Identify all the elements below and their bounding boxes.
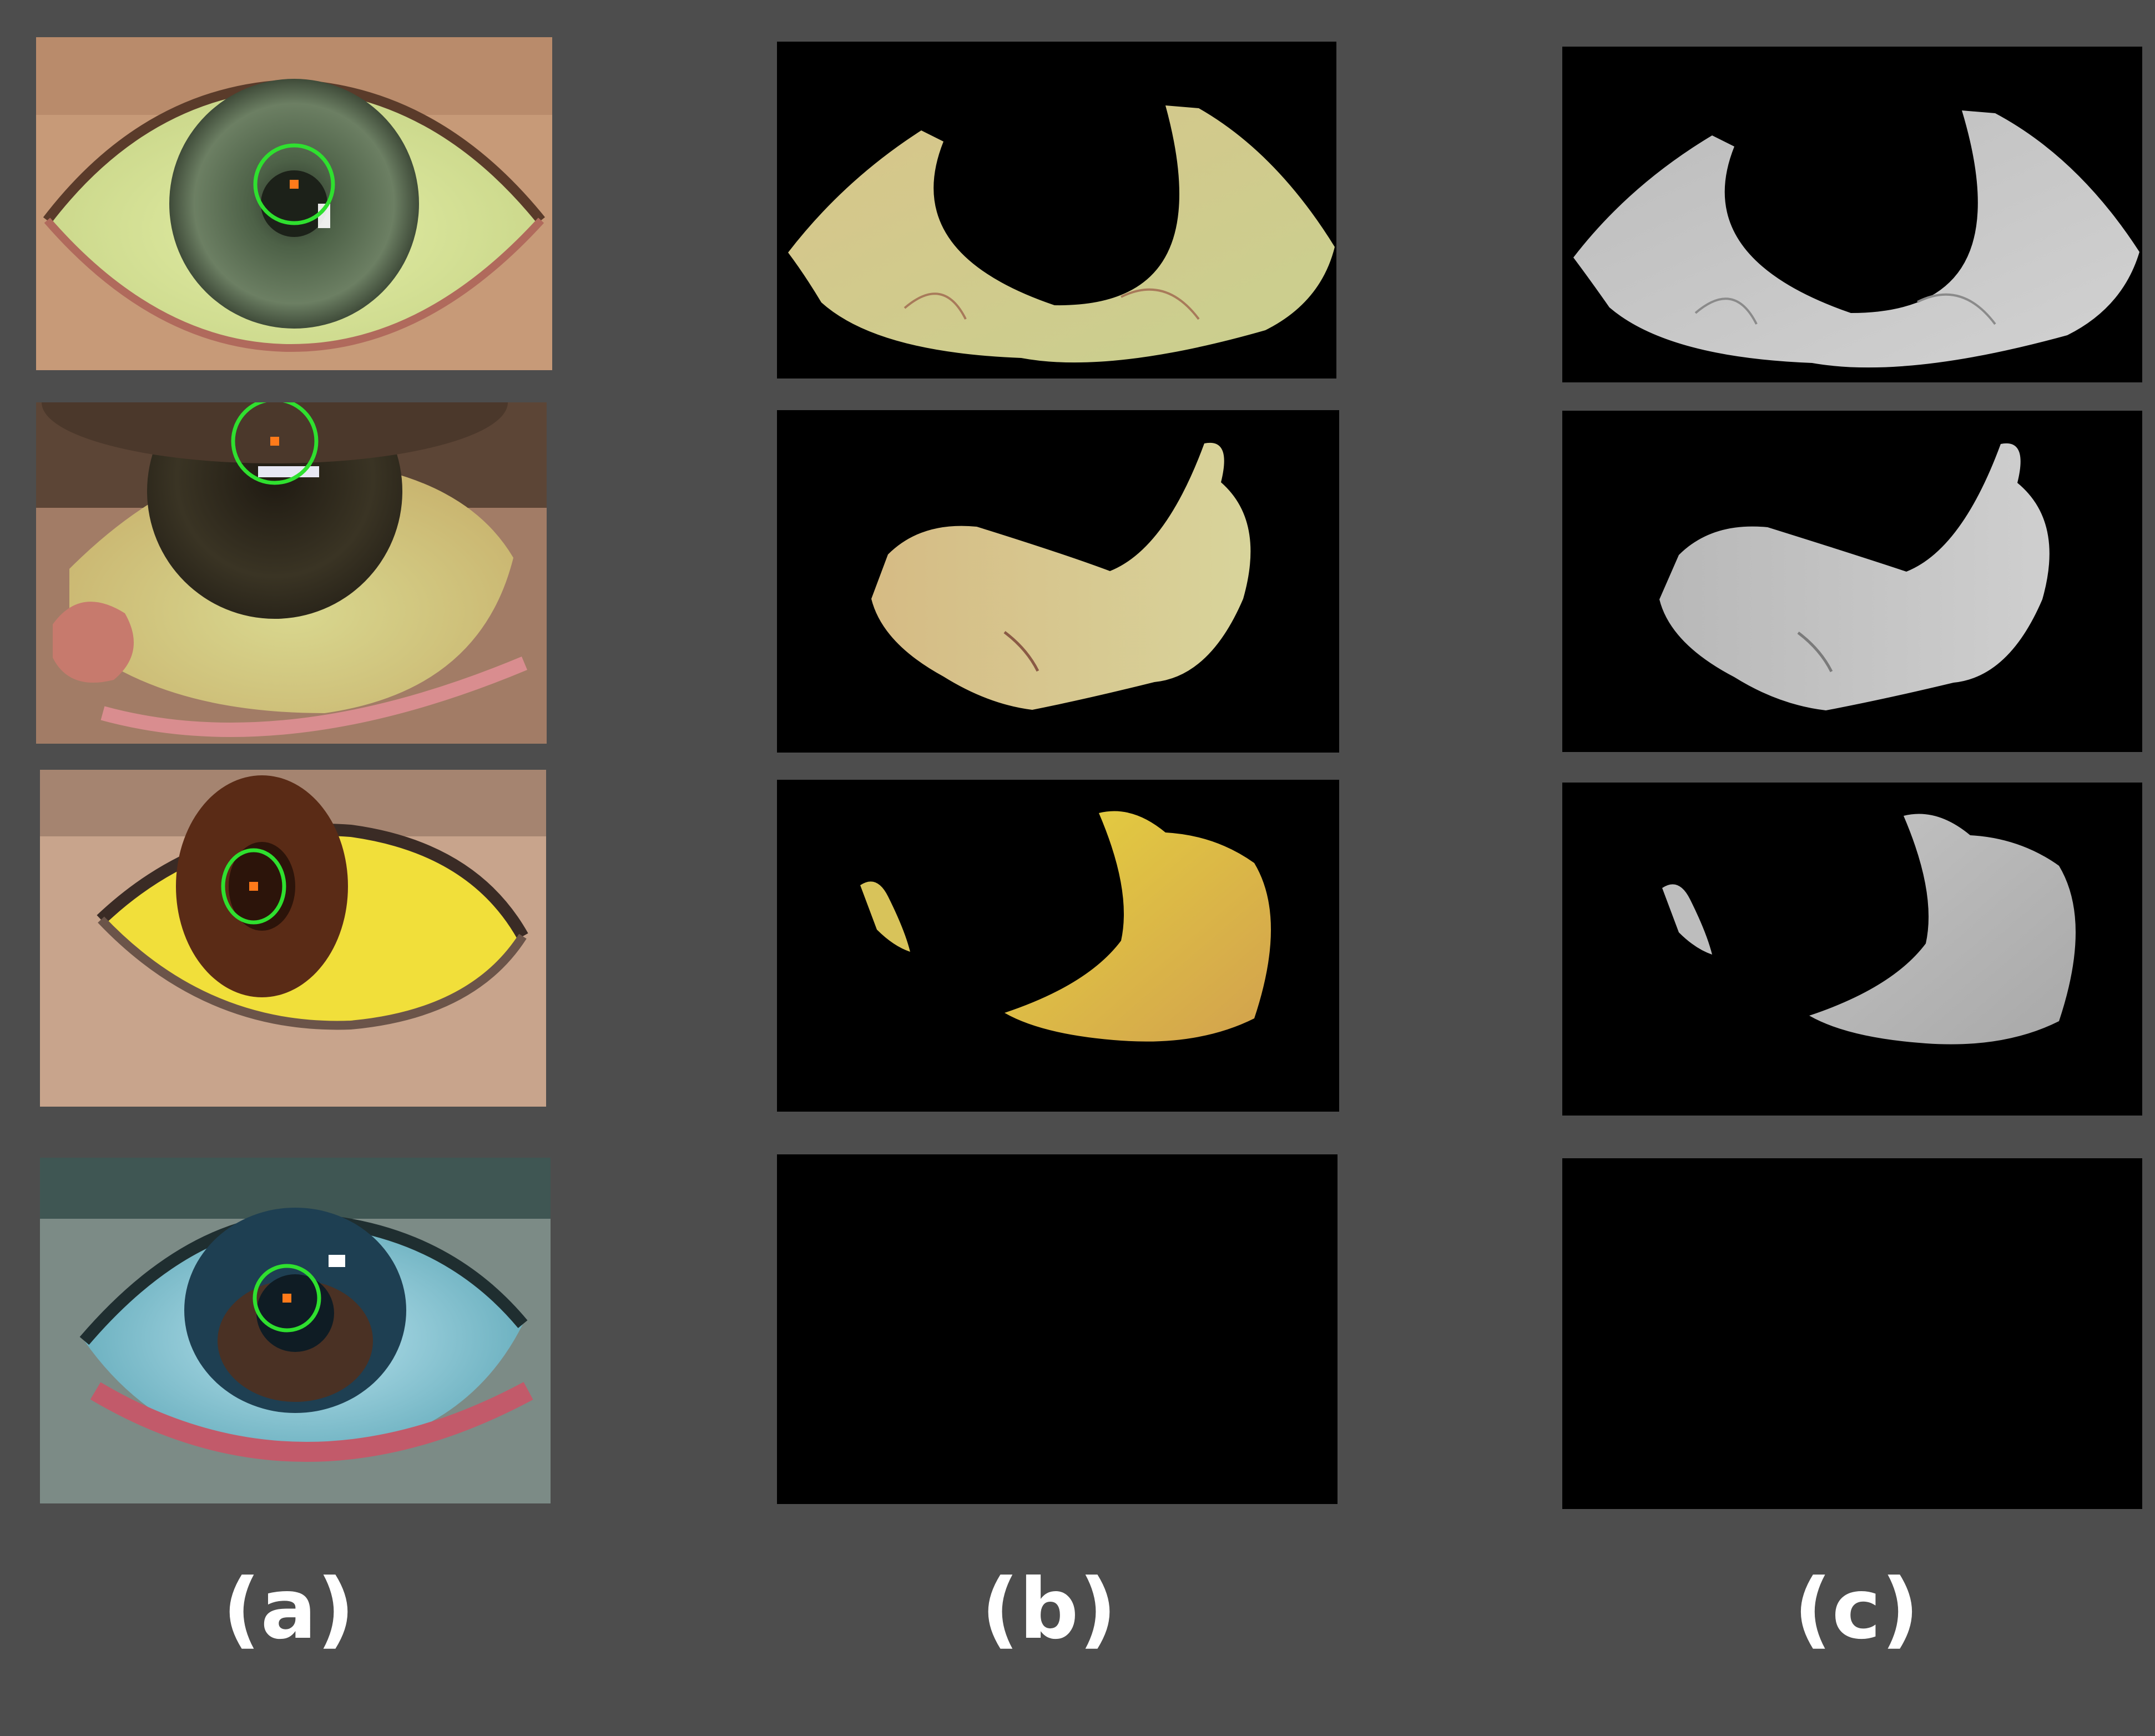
eye-photo-2 [36,402,547,744]
segmented-sclera-4-empty [777,1154,1338,1504]
detection-circle [253,1264,321,1333]
eye-photo-4 [40,1158,551,1503]
grayscale-sclera-4-empty [1562,1158,2142,1509]
center-marker [270,437,279,446]
detection-circle [231,402,319,485]
grayscale-sclera-1 [1562,47,2142,382]
grayscale-sclera-3 [1562,783,2142,1116]
caption-b: (b) [981,1561,1117,1658]
center-marker [249,882,258,891]
caption-a: (a) [222,1561,355,1658]
segmented-sclera-2 [777,410,1339,753]
caption-c: (c) [1793,1561,1920,1658]
grayscale-sclera-2 [1562,411,2142,752]
detection-circle [253,143,335,225]
segmented-sclera-3 [777,780,1339,1112]
eye-photo-1 [36,37,552,370]
segmented-sclera-1 [777,42,1336,379]
detection-circle [221,848,286,925]
center-marker [290,180,299,189]
center-marker [282,1294,291,1303]
eye-photo-3 [40,770,546,1107]
